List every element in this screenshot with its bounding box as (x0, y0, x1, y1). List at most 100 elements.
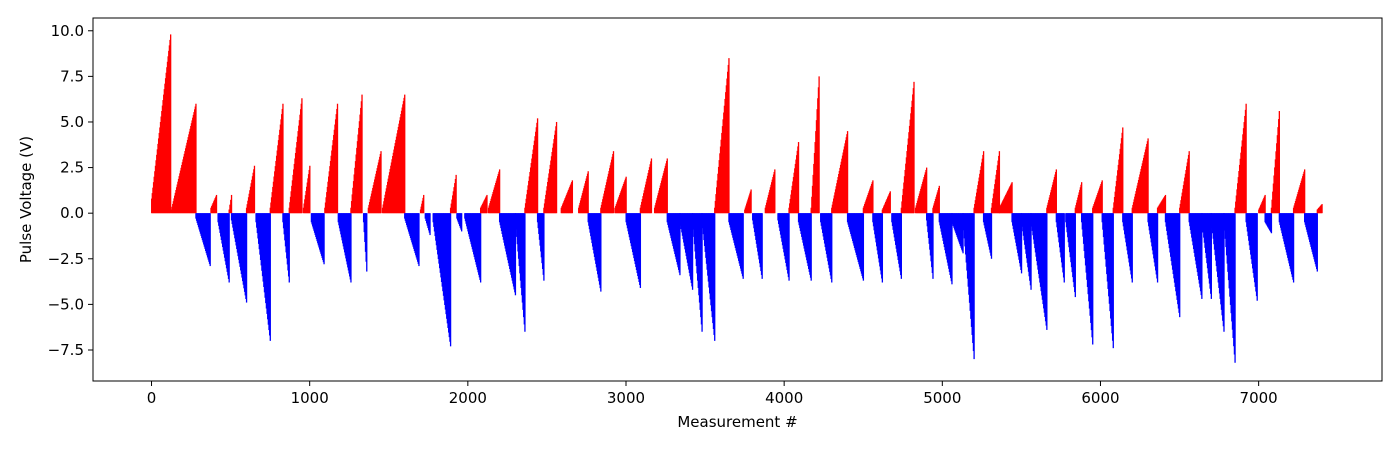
voltage-bar (223, 213, 226, 258)
voltage-bar (1241, 140, 1243, 214)
voltage-bar (823, 213, 826, 244)
voltage-bar (774, 169, 776, 214)
voltage-bar (932, 213, 934, 279)
voltage-bar (1296, 194, 1299, 214)
voltage-bar (209, 213, 211, 267)
voltage-bar (1248, 213, 1250, 241)
voltage-bar (964, 213, 967, 255)
voltage-bar (213, 199, 216, 214)
voltage-bar (269, 213, 271, 341)
voltage-bar (169, 34, 172, 214)
voltage-bar (350, 207, 352, 214)
voltage-bar (1246, 213, 1248, 227)
voltage-bar (1255, 213, 1257, 292)
voltage-bar (1318, 207, 1320, 214)
voltage-bar (240, 213, 242, 271)
voltage-bar (827, 213, 830, 265)
voltage-bar (825, 213, 827, 251)
voltage-bar (641, 201, 643, 214)
voltage-bar (781, 213, 783, 242)
voltage-bar (241, 213, 244, 282)
voltage-bar (1090, 213, 1092, 323)
voltage-bar (248, 193, 250, 214)
voltage-bar (788, 213, 790, 281)
voltage-bar (1223, 213, 1226, 231)
voltage-bar (1091, 213, 1093, 338)
voltage-bar (1162, 199, 1164, 214)
voltage-bar (646, 178, 648, 214)
voltage-bar (617, 200, 619, 214)
voltage-bar (1256, 213, 1258, 301)
voltage-bar (624, 180, 626, 214)
voltage-bar (224, 213, 226, 262)
voltage-bar (244, 213, 246, 296)
voltage-bar (491, 196, 493, 214)
voltage-bar (495, 182, 497, 214)
voltage-bar (812, 174, 814, 214)
voltage-bar (1110, 213, 1112, 319)
voltage-bar (1101, 180, 1103, 214)
voltage-bar (569, 185, 572, 214)
voltage-bar (359, 114, 361, 214)
voltage-bar (356, 141, 359, 214)
voltage-bar (1302, 176, 1304, 214)
voltage-bar (1253, 213, 1255, 278)
voltage-bar (784, 213, 786, 260)
voltage-bar (565, 196, 567, 214)
voltage-bar (222, 213, 224, 251)
voltage-bar (650, 158, 653, 214)
voltage-bar (600, 213, 602, 292)
voltage-bar (888, 194, 890, 214)
voltage-bar (955, 213, 958, 236)
voltage-bar (1156, 207, 1159, 214)
voltage-bar (236, 213, 238, 250)
voltage-bar (563, 201, 565, 214)
voltage-bar (827, 213, 829, 262)
voltage-bar (1253, 213, 1256, 283)
voltage-bar (962, 213, 964, 254)
voltage-bar (1248, 213, 1251, 246)
voltage-bar (1292, 213, 1295, 283)
voltage-bar (240, 213, 242, 275)
voltage-bar (350, 201, 353, 214)
voltage-bar (1086, 213, 1089, 288)
voltage-bar (1201, 213, 1203, 299)
voltage-bar (1229, 213, 1232, 305)
voltage-bar (230, 213, 233, 221)
voltage-bar (984, 213, 986, 229)
voltage-bar (249, 186, 252, 214)
voltage-bar (887, 195, 889, 214)
y-tick-label: 0.0 (60, 204, 84, 222)
voltage-bar (1275, 151, 1277, 214)
voltage-bar (570, 183, 572, 214)
voltage-bar (453, 187, 455, 214)
voltage-bar (1061, 213, 1063, 268)
voltage-bar (428, 213, 431, 233)
voltage-bar (900, 213, 902, 279)
voltage-bar (493, 187, 496, 214)
voltage-bar (212, 202, 214, 214)
voltage-bar (616, 202, 618, 214)
voltage-bar (623, 182, 625, 214)
voltage-bar (883, 204, 885, 214)
voltage-bar (1046, 213, 1048, 330)
voltage-bar (1087, 213, 1089, 295)
voltage-bar (797, 142, 800, 214)
voltage-bar (881, 213, 884, 283)
voltage-bar (567, 191, 569, 214)
voltage-bar (620, 191, 622, 214)
voltage-bar (568, 188, 570, 214)
voltage-bar (215, 194, 218, 214)
voltage-bar (566, 193, 568, 214)
voltage-bar (1234, 207, 1236, 214)
voltage-bar (964, 213, 966, 247)
voltage-bar (922, 179, 925, 214)
voltage-bar (956, 213, 958, 237)
voltage-bar (1080, 213, 1083, 223)
voltage-bar (1233, 213, 1236, 355)
voltage-bar (1156, 213, 1159, 283)
voltage-bar (1233, 213, 1235, 347)
voltage-bar (982, 213, 985, 223)
voltage-bar (1111, 213, 1113, 334)
voltage-bar (418, 213, 420, 267)
